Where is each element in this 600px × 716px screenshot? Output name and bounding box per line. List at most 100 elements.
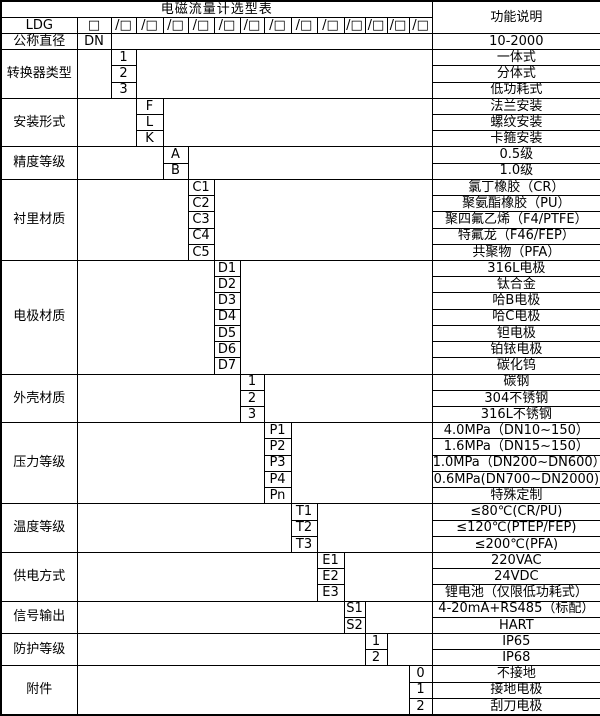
- spacer-cell: [76, 49, 112, 99]
- option-code-cell: B: [162, 162, 189, 180]
- option-desc-cell: IP68: [431, 649, 600, 667]
- model-code-box: □: [76, 16, 112, 34]
- option-code-cell: D1: [213, 259, 241, 278]
- section-label: 防护等级: [0, 633, 78, 667]
- spacer-cell: [135, 49, 433, 99]
- option-code-cell: S1: [343, 600, 366, 618]
- option-desc-cell: 特氟龙（F46/FEP）: [431, 227, 600, 245]
- spacer-cell: [213, 178, 433, 262]
- section-label: 信号输出: [0, 600, 78, 635]
- dn-code-cell: DN: [76, 32, 112, 51]
- option-code-cell: T3: [290, 535, 318, 553]
- spacer-cell: [263, 373, 433, 424]
- option-desc-cell: 4-20mA+RS485（标配）: [431, 600, 600, 618]
- option-code-cell: 2: [110, 65, 137, 83]
- section-label: 压力等级: [0, 422, 78, 505]
- option-desc-cell: HART: [431, 616, 600, 635]
- option-code-cell: P4: [263, 470, 292, 489]
- section-label: 附件: [0, 665, 78, 716]
- model-code-cell: LDG: [0, 16, 78, 34]
- option-desc-cell: 钽电极: [431, 324, 600, 343]
- code-slot: /□: [386, 16, 410, 34]
- option-code-cell: C5: [187, 243, 215, 262]
- spacer-cell: [76, 422, 265, 505]
- option-desc-cell: 螺纹安装: [431, 114, 600, 132]
- spacer-cell: [76, 551, 318, 602]
- spacer-cell: [76, 665, 410, 716]
- option-code-cell: E3: [316, 584, 345, 602]
- option-desc-cell: 分体式: [431, 65, 600, 83]
- option-desc-cell: IP65: [431, 633, 600, 651]
- section-label: 温度等级: [0, 503, 78, 553]
- option-desc-cell: 碳钢: [431, 373, 600, 391]
- spacer-cell: [76, 260, 215, 375]
- spacer-cell: [162, 97, 433, 148]
- spacer-cell: [76, 97, 137, 148]
- option-code-cell: K: [135, 130, 164, 148]
- option-desc-cell: 共聚物（PFA）: [431, 243, 600, 262]
- section-label: 电极材质: [0, 260, 78, 375]
- code-slot: /□: [110, 16, 137, 34]
- option-code-cell: E1: [316, 551, 345, 570]
- option-desc-cell: 304不锈钢: [431, 389, 600, 407]
- spacer-cell: [187, 146, 433, 180]
- option-code-cell: 1: [364, 633, 388, 651]
- spacer-cell: [316, 503, 433, 553]
- option-code-cell: C2: [187, 195, 215, 213]
- option-code-cell: E2: [316, 568, 345, 586]
- spacer-cell: [290, 422, 433, 505]
- option-code-cell: L: [135, 114, 164, 132]
- code-slot: /□: [187, 16, 215, 34]
- spacer-cell: [76, 600, 345, 635]
- section-label: 供电方式: [0, 551, 78, 602]
- spacer-cell: [76, 146, 164, 180]
- code-slot: /□: [239, 16, 265, 34]
- option-desc-cell: 哈C电极: [431, 308, 600, 326]
- code-slot: /□: [263, 16, 292, 34]
- option-code-cell: D3: [213, 292, 241, 310]
- option-desc-cell: 1.0MPa（DN200~DN600）: [431, 454, 600, 472]
- code-slot: /□: [290, 16, 318, 34]
- option-desc-cell: 氯丁橡胶（CR）: [431, 178, 600, 197]
- option-code-cell: 2: [364, 649, 388, 667]
- option-code-cell: 0: [408, 665, 433, 683]
- dn-row-label: 公称直径: [0, 32, 78, 51]
- option-code-cell: 1: [408, 681, 433, 699]
- option-code-cell: S2: [343, 616, 366, 635]
- option-desc-cell: 接地电极: [431, 681, 600, 699]
- code-slot: /□: [135, 16, 164, 34]
- option-code-cell: A: [162, 146, 189, 164]
- option-desc-cell: 0.5级: [431, 146, 600, 164]
- option-code-cell: F: [135, 97, 164, 116]
- option-desc-cell: ≤80℃(CR/PU): [431, 503, 600, 521]
- option-code-cell: D6: [213, 341, 241, 359]
- spacer-cell: [76, 633, 366, 667]
- option-desc-cell: 卡箍安装: [431, 130, 600, 148]
- function-column-header: 功能说明: [431, 0, 600, 34]
- option-desc-cell: ≤200℃(PFA): [431, 535, 600, 553]
- option-desc-cell: 316L电极: [431, 259, 600, 278]
- spacer-cell: [364, 600, 433, 635]
- option-desc-cell: 1.6MPa（DN15~150）: [431, 438, 600, 456]
- option-desc-cell: 铂铱电极: [431, 341, 600, 359]
- spacer-cell: [343, 551, 433, 602]
- code-slot: /□: [162, 16, 189, 34]
- option-code-cell: T2: [290, 519, 318, 537]
- option-code-cell: 1: [239, 373, 265, 391]
- option-desc-cell: 特殊定制: [431, 487, 600, 505]
- option-code-cell: P1: [263, 422, 292, 440]
- spacer-cell: [386, 633, 433, 667]
- spacer-cell: [76, 503, 292, 553]
- spacer-cell: [239, 260, 433, 375]
- option-code-cell: 3: [110, 81, 137, 99]
- section-label: 安装形式: [0, 97, 78, 148]
- option-desc-cell: 聚氨酯橡胶（PU）: [431, 195, 600, 213]
- option-desc-cell: 220VAC: [431, 551, 600, 570]
- table-title: 电磁流量计选型表: [0, 0, 433, 18]
- section-label: 衬里材质: [0, 178, 78, 262]
- option-code-cell: Pn: [263, 487, 292, 505]
- option-desc-cell: 不接地: [431, 665, 600, 683]
- option-code-cell: D4: [213, 308, 241, 326]
